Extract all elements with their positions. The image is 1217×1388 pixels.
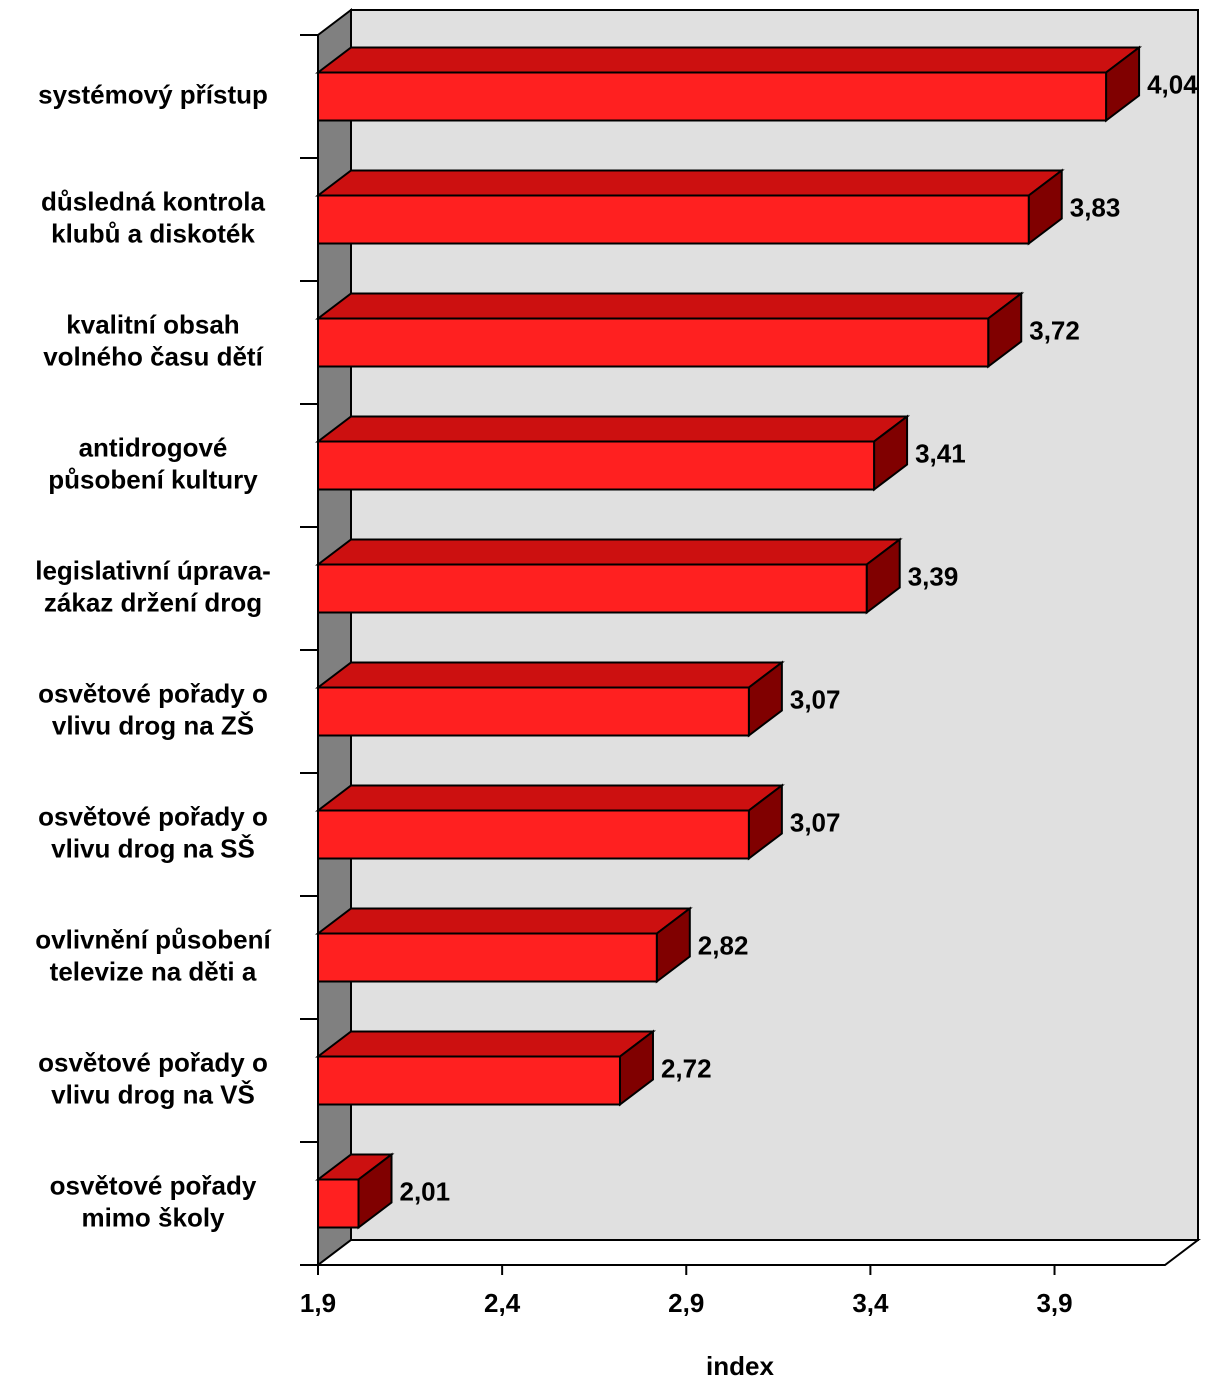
value-label: 2,72 bbox=[661, 1053, 712, 1083]
value-label: 3,07 bbox=[790, 684, 841, 714]
y-tick-label: ovlivnění působení bbox=[35, 924, 271, 954]
y-tick-label: klubů a diskoték bbox=[51, 218, 255, 248]
y-tick-label: osvětové pořady o bbox=[38, 678, 268, 708]
x-tick-label: 3,9 bbox=[1036, 1288, 1072, 1318]
bar bbox=[317, 809, 750, 860]
bar-top bbox=[315, 907, 693, 935]
bar-top bbox=[315, 169, 1065, 197]
y-tick-label: kvalitní obsah bbox=[66, 309, 239, 339]
bar bbox=[317, 563, 868, 614]
y-tick-label: vlivu drog na VŠ bbox=[51, 1079, 255, 1109]
bar-top bbox=[315, 784, 785, 812]
x-tick-label: 2,9 bbox=[668, 1288, 704, 1318]
bar-top bbox=[315, 661, 785, 689]
y-tick-label: vlivu drog na ZŠ bbox=[52, 710, 254, 740]
value-label: 2,82 bbox=[698, 930, 749, 960]
bar bbox=[317, 71, 1108, 122]
value-label: 3,41 bbox=[915, 438, 966, 468]
bar-top bbox=[315, 292, 1025, 320]
y-tick-label: legislativní úprava- bbox=[35, 555, 271, 585]
value-label: 3,39 bbox=[908, 561, 959, 591]
bar bbox=[317, 932, 658, 983]
y-tick-label: zákaz držení drog bbox=[44, 587, 262, 617]
value-label: 4,04 bbox=[1147, 69, 1198, 99]
value-label: 3,07 bbox=[790, 807, 841, 837]
bar bbox=[317, 1055, 621, 1106]
y-tick-label: osvětové pořady o bbox=[38, 801, 268, 831]
x-axis-label: index bbox=[706, 1351, 774, 1381]
y-tick-label: televize na děti a bbox=[50, 956, 257, 986]
x-tick-label: 1,9 bbox=[300, 1288, 336, 1318]
bar bbox=[317, 440, 876, 491]
y-tick-label: volného času dětí bbox=[43, 341, 263, 371]
y-tick-label: mimo školy bbox=[81, 1202, 225, 1232]
bar-top bbox=[315, 538, 903, 566]
y-tick-label: důsledná kontrola bbox=[41, 186, 265, 216]
y-tick-label: antidrogové bbox=[79, 432, 228, 462]
x-tick-label: 2,4 bbox=[484, 1288, 521, 1318]
bar-top bbox=[315, 415, 911, 443]
x-tick-label: 3,4 bbox=[852, 1288, 889, 1318]
y-tick-label: osvětové pořady bbox=[50, 1170, 257, 1200]
bar-top bbox=[315, 1030, 656, 1058]
value-label: 3,72 bbox=[1029, 315, 1080, 345]
bar bbox=[317, 194, 1030, 245]
y-tick-label: systémový přístup bbox=[38, 79, 268, 109]
floor bbox=[315, 1239, 1201, 1266]
value-label: 2,01 bbox=[400, 1176, 451, 1206]
value-label: 3,83 bbox=[1070, 192, 1121, 222]
y-tick-label: působení kultury bbox=[48, 464, 258, 494]
bar-top bbox=[315, 46, 1143, 74]
y-tick-label: osvětové pořady o bbox=[38, 1047, 268, 1077]
bar bbox=[317, 1178, 360, 1229]
bar bbox=[317, 686, 750, 737]
bar bbox=[317, 317, 990, 368]
y-tick-label: vlivu drog na SŠ bbox=[51, 833, 255, 863]
